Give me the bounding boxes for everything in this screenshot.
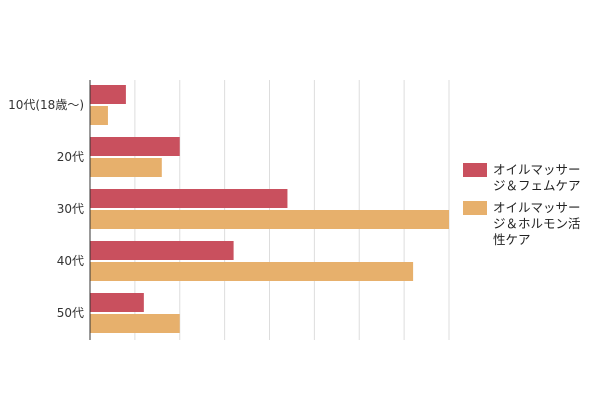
- legend-item-hormone[interactable]: オイルマッサージ＆ホルモン活性ケア: [463, 200, 593, 248]
- bar-hormone-1[interactable]: [90, 158, 162, 177]
- bar-femcare-0[interactable]: [90, 85, 126, 104]
- category-label: 50代: [57, 306, 84, 320]
- legend-swatch-hormone: [463, 201, 487, 215]
- category-label: 20代: [57, 150, 84, 164]
- category-label: 30代: [57, 202, 84, 216]
- bars: [90, 85, 449, 333]
- category-label: 10代(18歳〜): [8, 98, 84, 112]
- category-label: 40代: [57, 254, 84, 268]
- legend-item-femcare[interactable]: オイルマッサージ＆フェムケア: [463, 162, 593, 194]
- bar-femcare-3[interactable]: [90, 241, 234, 260]
- bar-hormone-0[interactable]: [90, 106, 108, 125]
- bar-femcare-4[interactable]: [90, 293, 144, 312]
- legend-label-hormone: オイルマッサージ＆ホルモン活性ケア: [493, 200, 581, 247]
- legend-label-femcare: オイルマッサージ＆フェムケア: [493, 162, 581, 193]
- legend: オイルマッサージ＆フェムケア オイルマッサージ＆ホルモン活性ケア: [463, 162, 593, 254]
- bar-femcare-1[interactable]: [90, 137, 180, 156]
- bar-hormone-3[interactable]: [90, 262, 414, 281]
- category-labels: 10代(18歳〜) 20代 30代 40代 50代: [8, 98, 84, 320]
- bar-hormone-4[interactable]: [90, 314, 180, 333]
- bar-hormone-2[interactable]: [90, 210, 449, 229]
- legend-swatch-femcare: [463, 163, 487, 177]
- bar-femcare-2[interactable]: [90, 189, 288, 208]
